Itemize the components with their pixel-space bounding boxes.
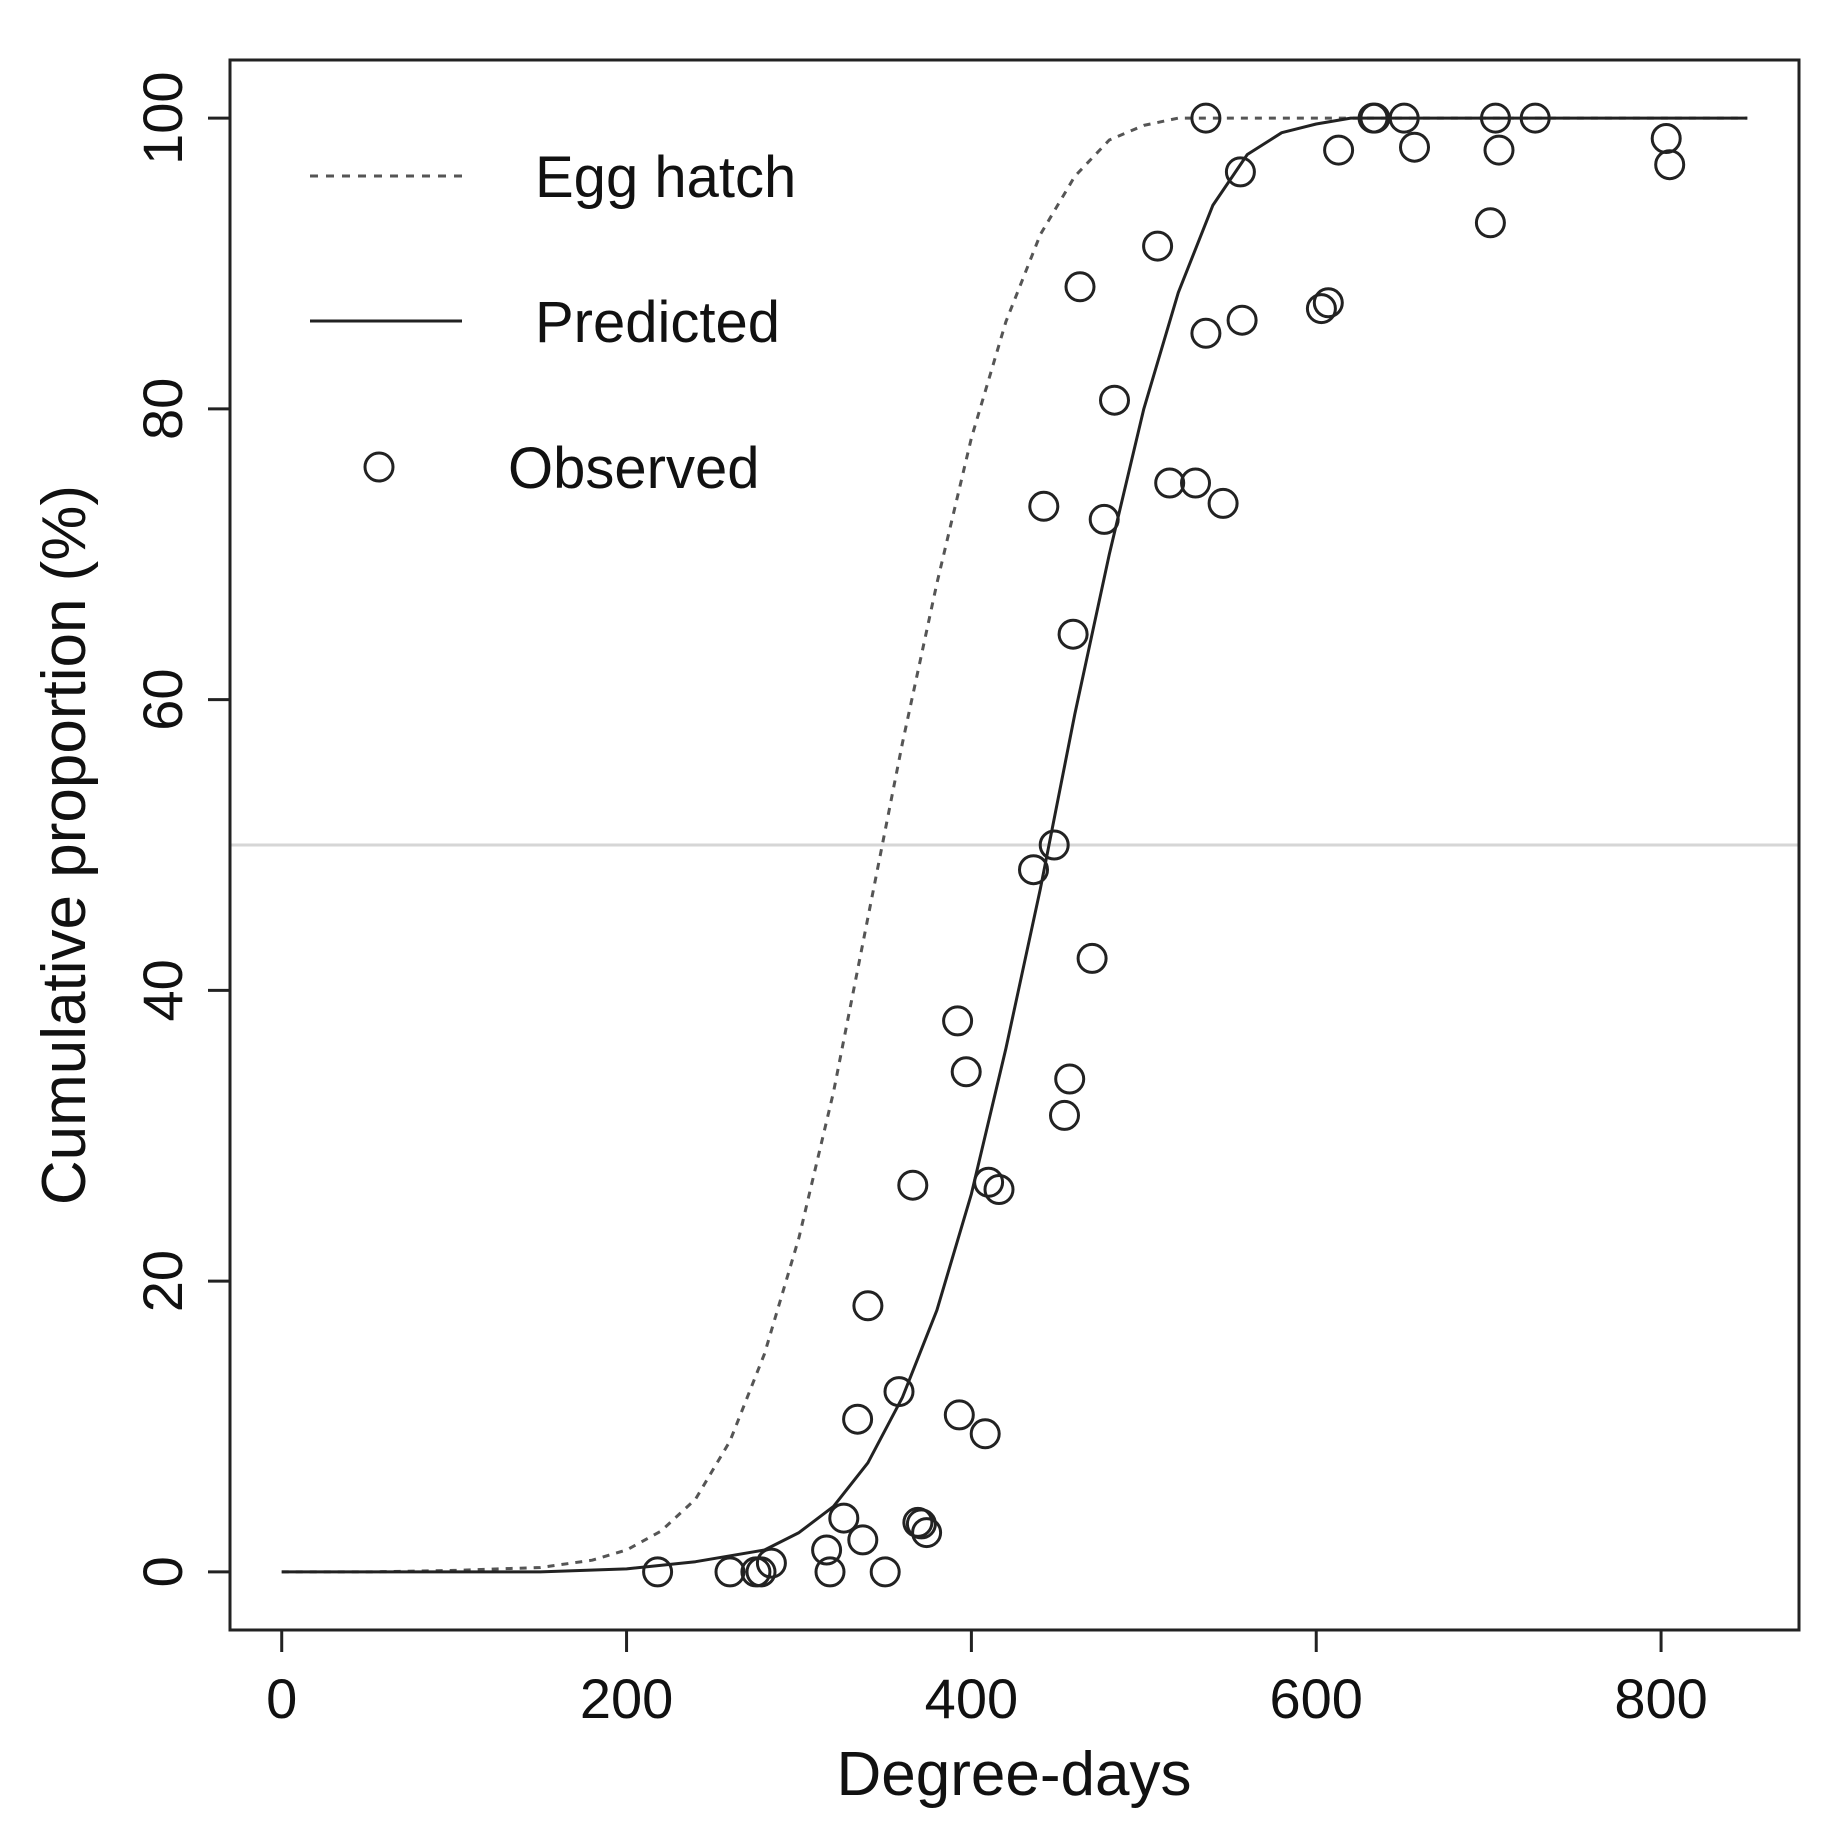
y-tick-label: 0 bbox=[131, 1556, 194, 1587]
x-tick-label: 400 bbox=[925, 1667, 1018, 1730]
axes: 0 200 400 600 800 0 20 40 60 80 100 bbox=[131, 71, 1708, 1730]
observed-point bbox=[852, 1290, 884, 1322]
observed-point bbox=[1190, 317, 1222, 349]
observed-point bbox=[1399, 131, 1430, 163]
observed-point bbox=[897, 1169, 929, 1201]
observed-point bbox=[1154, 467, 1186, 499]
y-axis-title: Cumulative proportion (%) bbox=[30, 485, 99, 1205]
x-tick-label: 800 bbox=[1614, 1667, 1707, 1730]
observed-point bbox=[1323, 134, 1355, 166]
egg-hatch-curve bbox=[281, 116, 1748, 1574]
observed-point bbox=[1483, 134, 1515, 166]
observed-point bbox=[842, 1403, 874, 1435]
observed-point bbox=[1064, 271, 1096, 303]
observed-point bbox=[1312, 287, 1344, 319]
predicted-curve bbox=[281, 116, 1748, 1574]
observed-point bbox=[1519, 102, 1551, 134]
observed-point bbox=[1180, 467, 1211, 499]
observed-point bbox=[1474, 207, 1506, 239]
y-tick-label: 40 bbox=[131, 959, 194, 1021]
observed-point bbox=[1226, 304, 1258, 336]
x-tick-label: 600 bbox=[1270, 1667, 1363, 1730]
series-lines bbox=[281, 116, 1748, 1574]
observed-point bbox=[828, 1502, 860, 1534]
observed-point bbox=[969, 1418, 1001, 1450]
observed-point bbox=[755, 1547, 787, 1579]
legend-egg-hatch-label: Egg hatch bbox=[535, 145, 796, 210]
observed-points bbox=[642, 102, 1686, 1588]
observed-point bbox=[1057, 618, 1089, 650]
observed-point bbox=[1088, 503, 1120, 535]
observed-point bbox=[1388, 102, 1420, 134]
observed-point bbox=[869, 1556, 901, 1588]
observed-point bbox=[905, 1508, 937, 1540]
y-tick-label: 20 bbox=[131, 1250, 194, 1312]
observed-point bbox=[1305, 293, 1337, 325]
observed-point bbox=[1049, 1099, 1080, 1131]
legend-observed-label: Observed bbox=[508, 436, 759, 501]
observed-point bbox=[883, 1376, 915, 1408]
y-tick-label: 60 bbox=[131, 668, 194, 730]
observed-point bbox=[983, 1174, 1015, 1205]
observed-point bbox=[1076, 942, 1108, 974]
legend-predicted-label: Predicted bbox=[535, 290, 780, 355]
x-axis-title: Degree-days bbox=[837, 1740, 1192, 1809]
y-tick-label: 80 bbox=[131, 378, 194, 440]
observed-point bbox=[1480, 102, 1511, 134]
observed-point bbox=[811, 1534, 843, 1566]
observed-point bbox=[1054, 1063, 1086, 1095]
observed-point bbox=[973, 1166, 1005, 1198]
observed-point bbox=[745, 1556, 777, 1588]
observed-point bbox=[942, 1005, 974, 1037]
observed-point bbox=[1099, 384, 1130, 416]
observed-point bbox=[814, 1556, 846, 1588]
observed-point bbox=[1038, 829, 1070, 861]
observed-point bbox=[911, 1517, 943, 1549]
observed-point bbox=[1654, 149, 1686, 181]
observed-point bbox=[943, 1399, 975, 1431]
observed-point bbox=[1028, 490, 1060, 522]
legend: Egg hatch Predicted Observed bbox=[310, 145, 796, 501]
observed-point bbox=[1018, 854, 1049, 886]
observed-point bbox=[1207, 487, 1239, 519]
observed-point bbox=[1224, 156, 1256, 188]
observed-point bbox=[950, 1056, 982, 1088]
y-tick-label: 100 bbox=[131, 71, 194, 164]
x-tick-label: 200 bbox=[580, 1667, 673, 1730]
observed-point bbox=[642, 1556, 674, 1588]
observed-point bbox=[714, 1556, 746, 1588]
x-tick-label: 0 bbox=[266, 1667, 297, 1730]
legend-observed-marker bbox=[363, 451, 395, 483]
observed-point bbox=[1190, 102, 1222, 134]
observed-point bbox=[847, 1524, 879, 1556]
observed-point bbox=[1142, 230, 1174, 262]
